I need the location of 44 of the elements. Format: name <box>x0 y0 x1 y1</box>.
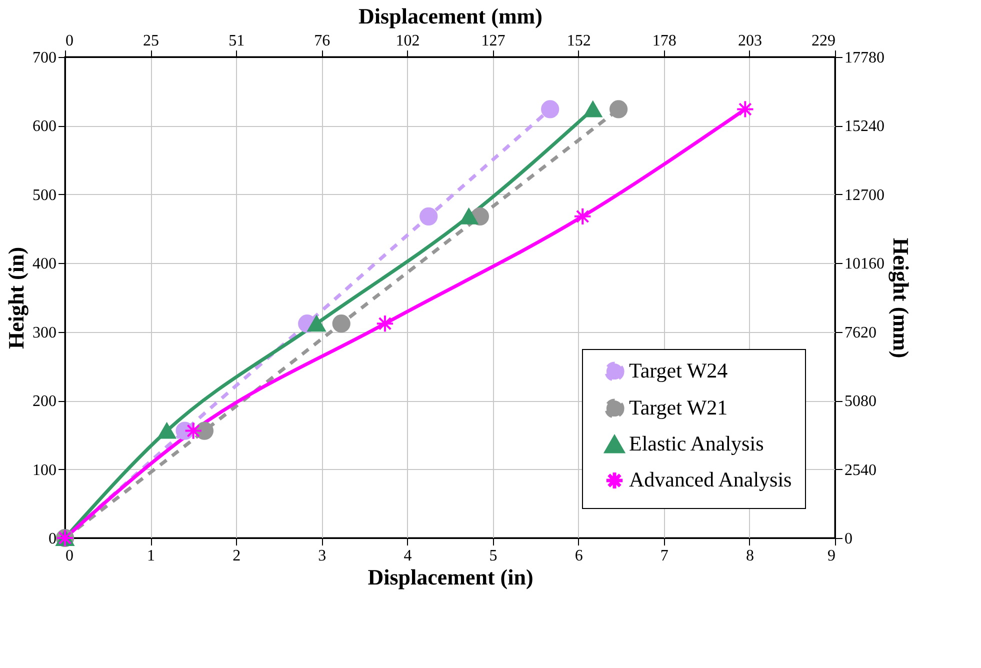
y-tick-label: 100 <box>32 462 56 479</box>
y-tick-label: 0 <box>48 530 56 548</box>
y2-tick-label: 15240 <box>844 118 884 136</box>
x2-tick-label: 229 <box>812 32 836 50</box>
y2-tick-label: 0 <box>844 530 852 548</box>
y-tick-label: 400 <box>32 256 56 273</box>
y-tick-label: 500 <box>32 186 56 204</box>
x2-axis-title: Displacement (mm) <box>358 4 542 28</box>
legend-label: Target W24 <box>629 358 728 382</box>
x-tick-label: 8 <box>746 548 754 564</box>
x2-tick-label: 76 <box>314 32 330 50</box>
x2-tick-label: 203 <box>738 32 762 50</box>
x2-tick-label: 127 <box>481 32 506 50</box>
legend-label: Target W21 <box>629 396 728 420</box>
x-axis-title: Displacement (in) <box>368 564 534 590</box>
x-tick-label: 3 <box>318 548 326 564</box>
y2-tick-label: 2540 <box>844 462 876 479</box>
y2-tick-label: 5080 <box>844 393 876 410</box>
x-tick-label: 2 <box>232 548 241 564</box>
y-tick-label: 700 <box>32 50 56 66</box>
x2-tick-label: 0 <box>66 32 74 50</box>
x2-tick-label: 25 <box>143 32 160 50</box>
y-tick-label: 300 <box>32 324 56 342</box>
y-tick-label: 600 <box>32 118 56 136</box>
y2-axis-title: Height (mm) <box>888 238 914 358</box>
x-tick-label: 9 <box>828 548 836 564</box>
x-tick-label: 4 <box>404 548 412 564</box>
legend-label: Advanced Analysis <box>629 468 792 492</box>
y-axis-title: Height (in) <box>4 246 28 350</box>
y2-tick-label: 12700 <box>844 186 884 204</box>
x-tick-label: 1 <box>147 548 156 564</box>
legend-label: Elastic Analysis <box>629 432 764 456</box>
x-tick-label: 0 <box>66 548 74 564</box>
x2-tick-label: 178 <box>652 32 676 50</box>
y2-tick-label: 7620 <box>844 324 876 342</box>
y2-tick-label: 17780 <box>844 50 884 66</box>
x2-tick-label: 152 <box>566 32 591 50</box>
x2-tick-label: 51 <box>228 32 245 50</box>
x-tick-label: 7 <box>660 548 668 564</box>
y2-tick-label: 10160 <box>844 256 884 273</box>
x-tick-label: 6 <box>574 548 583 564</box>
x2-tick-label: 102 <box>396 32 420 50</box>
x-tick-label: 5 <box>489 548 498 564</box>
y-tick-label: 200 <box>32 393 56 410</box>
